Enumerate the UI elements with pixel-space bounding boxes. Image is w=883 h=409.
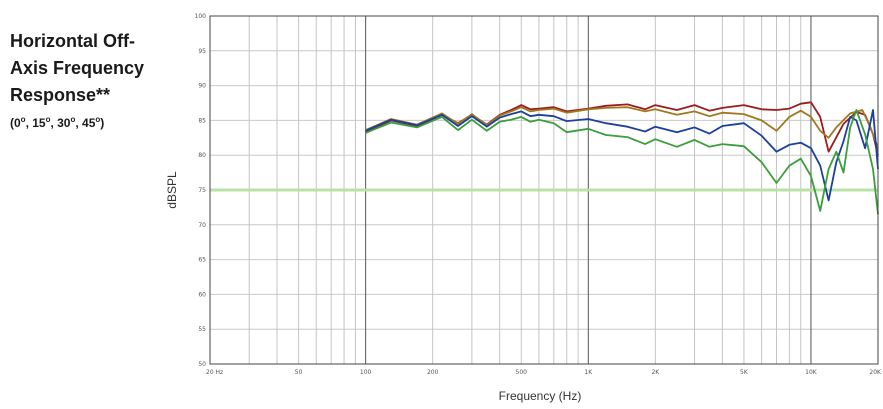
x-tick-label: 200 <box>427 369 439 376</box>
y-tick-label: 80 <box>198 152 206 159</box>
y-axis-label: dBSPL <box>165 171 179 209</box>
subtitle-degree: o <box>70 115 76 124</box>
subtitle-degree: o <box>45 115 51 124</box>
y-tick-label: 55 <box>198 326 206 333</box>
x-tick-label: 500 <box>516 369 528 376</box>
y-tick-label: 95 <box>198 48 206 55</box>
y-tick-label: 90 <box>198 83 206 90</box>
chart-series <box>365 101 879 215</box>
subtitle-degree: o <box>20 115 26 124</box>
y-tick-label: 70 <box>198 222 206 229</box>
y-tick-label: 75 <box>198 187 206 194</box>
subtitle-part: ) <box>100 116 105 130</box>
x-tick-label: 1K <box>584 369 593 376</box>
x-tick-label: 10K <box>805 369 818 376</box>
subtitle-part: , 45 <box>75 116 96 130</box>
series-line-45-deg <box>365 109 879 215</box>
chart-title-line-1: Horizontal Off- <box>10 31 135 51</box>
series-line-15-deg <box>365 106 879 149</box>
chart-title-line-3: Response** <box>10 85 111 105</box>
chart-subtitle: (0o, 15o, 30o, 45o) <box>10 115 180 130</box>
y-tick-label: 100 <box>195 13 207 20</box>
subtitle-part: , 15 <box>25 116 46 130</box>
plot-frame <box>209 15 879 365</box>
chart-title: Horizontal Off- Axis Frequency Response*… <box>10 28 180 130</box>
x-tick-label: 20K <box>869 369 882 376</box>
x-tick-label: 2K <box>651 369 660 376</box>
x-tick-label: 50 <box>295 369 303 376</box>
x-tick-label: 20 Hz <box>206 369 223 376</box>
y-tick-label: 85 <box>198 117 206 124</box>
subtitle-degree: o <box>95 115 101 124</box>
y-tick-label: 50 <box>198 361 206 368</box>
y-tick-label: 65 <box>198 257 206 264</box>
y-axis-ticks: 100 95 90 85 80 75 70 65 60 55 50 <box>195 13 207 368</box>
chart-title-line-2: Axis Frequency <box>10 58 145 78</box>
x-axis-label: Frequency (Hz) <box>499 389 582 403</box>
series-line-30-deg <box>365 109 879 202</box>
x-axis-ticks: 20 Hz 50 100 200 500 1K 2K 5K 10K 20K <box>206 369 882 376</box>
subtitle-part: (0 <box>10 116 21 130</box>
subtitle-part: , 30 <box>50 116 71 130</box>
y-tick-label: 60 <box>198 291 206 298</box>
x-tick-label: 5K <box>740 369 749 376</box>
x-tick-label: 100 <box>360 369 372 376</box>
